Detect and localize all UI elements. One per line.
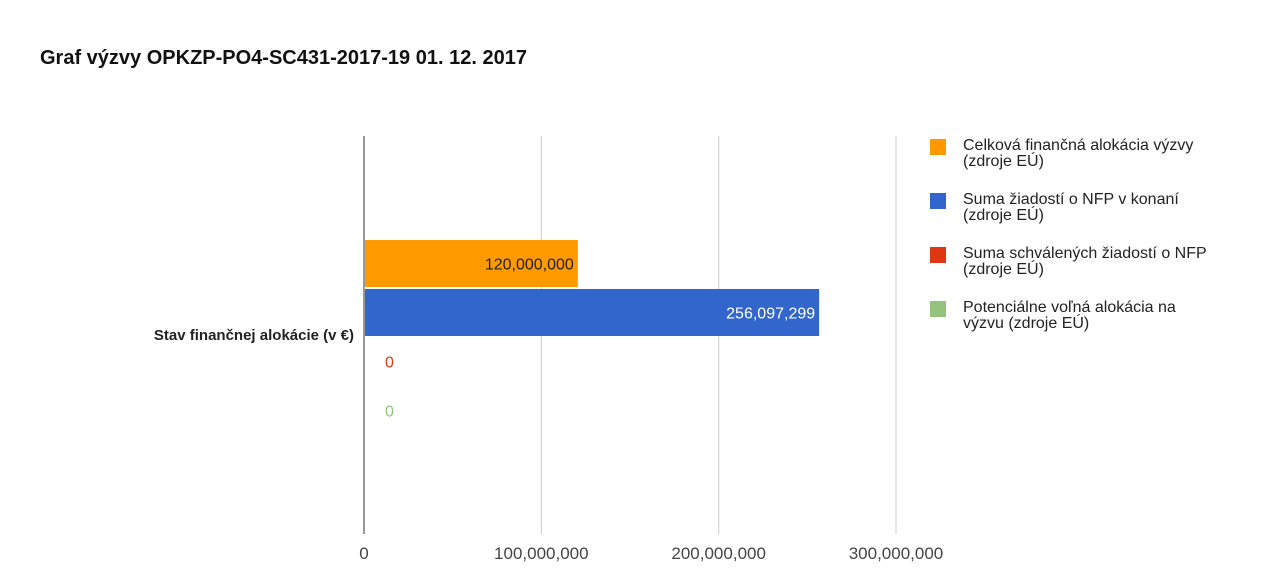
legend-label: Suma žiadostí o NFP v konaní (963, 191, 1179, 208)
category-label: Stav finančnej alokácie (v €) (154, 327, 354, 344)
bar (365, 240, 578, 287)
x-tick-label: 200,000,000 (671, 544, 766, 563)
bars (365, 240, 820, 336)
x-tick-label: 100,000,000 (494, 544, 589, 563)
data-label: 120,000,000 (485, 257, 574, 274)
legend-label: výzvu (zdroje EÚ) (963, 313, 1089, 332)
legend-label: (zdroje EÚ) (963, 259, 1044, 278)
data-label: 0 (385, 404, 394, 421)
legend-swatch (930, 193, 946, 209)
data-label: 0 (385, 355, 394, 372)
x-tick-label: 300,000,000 (849, 544, 944, 563)
legend-label: (zdroje EÚ) (963, 205, 1044, 224)
legend-swatch (930, 301, 946, 317)
legend-label: Celková finančná alokácia výzvy (963, 137, 1193, 154)
x-tick-label: 0 (359, 544, 368, 563)
legend-label: Suma schválených žiadostí o NFP (963, 245, 1207, 262)
data-labels: 120,000,000 256,097,299 0 0 (385, 257, 815, 421)
data-label: 256,097,299 (726, 306, 815, 323)
legend-swatch (930, 247, 946, 263)
bar (365, 289, 820, 336)
legend-swatch (930, 139, 946, 155)
chart-title: Graf výzvy OPKZP-PO4-SC431-2017-19 01. 1… (40, 47, 527, 69)
legend-label: Potenciálne voľná alokácia na (963, 299, 1176, 316)
legend-label: (zdroje EÚ) (963, 151, 1044, 170)
legend: Celková finančná alokácia výzvy(zdroje E… (930, 137, 1207, 332)
axes: 0 100,000,000 200,000,000 300,000,000 (359, 136, 943, 563)
